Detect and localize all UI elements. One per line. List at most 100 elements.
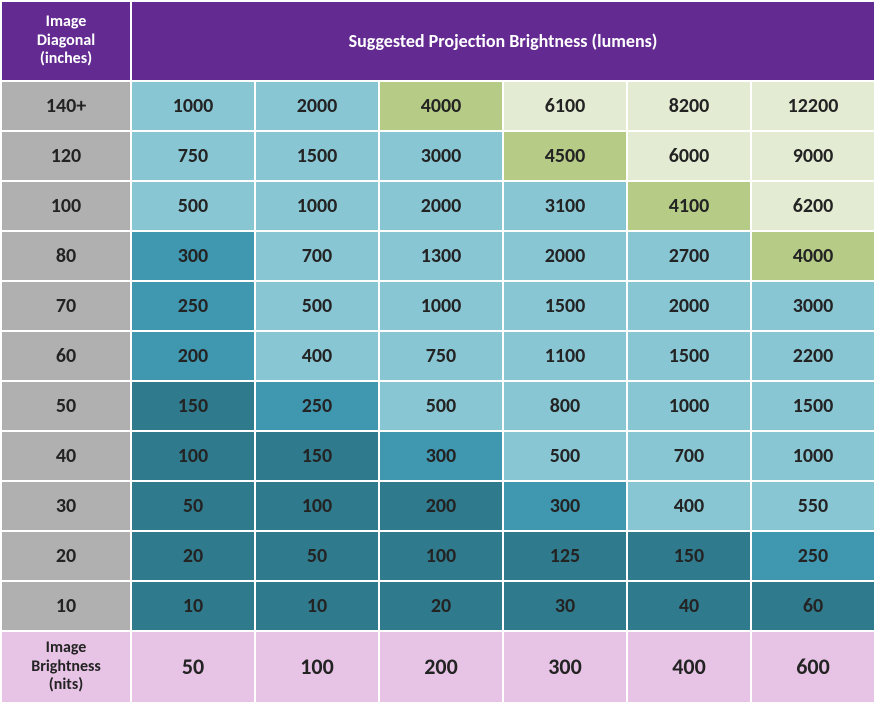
footer-value: 50 bbox=[132, 632, 254, 702]
row-label: 120 bbox=[2, 132, 130, 180]
table-row: 702505001000150020003000 bbox=[2, 282, 874, 330]
data-cell: 12200 bbox=[752, 82, 874, 130]
data-cell: 20 bbox=[380, 582, 502, 630]
data-cell: 250 bbox=[132, 282, 254, 330]
table-row: 12075015003000450060009000 bbox=[2, 132, 874, 180]
data-cell: 60 bbox=[752, 582, 874, 630]
data-cell: 250 bbox=[256, 382, 378, 430]
data-cell: 150 bbox=[628, 532, 750, 580]
data-cell: 1000 bbox=[132, 82, 254, 130]
data-cell: 6100 bbox=[504, 82, 626, 130]
table-row: 140+1000200040006100820012200 bbox=[2, 82, 874, 130]
data-cell: 750 bbox=[132, 132, 254, 180]
data-cell: 500 bbox=[256, 282, 378, 330]
header-main: Suggested Projection Brightness (lumens) bbox=[132, 2, 874, 80]
row-label: 30 bbox=[2, 482, 130, 530]
data-cell: 4100 bbox=[628, 182, 750, 230]
table-row: 5015025050080010001500 bbox=[2, 382, 874, 430]
footer-value: 600 bbox=[752, 632, 874, 702]
data-cell: 10 bbox=[256, 582, 378, 630]
data-cell: 1500 bbox=[256, 132, 378, 180]
data-cell: 300 bbox=[132, 232, 254, 280]
footer-value: 300 bbox=[504, 632, 626, 702]
table-row: 202050100125150250 bbox=[2, 532, 874, 580]
data-cell: 200 bbox=[132, 332, 254, 380]
table-row: 803007001300200027004000 bbox=[2, 232, 874, 280]
data-cell: 100 bbox=[132, 432, 254, 480]
data-cell: 8200 bbox=[628, 82, 750, 130]
data-cell: 9000 bbox=[752, 132, 874, 180]
table-row: 10050010002000310041006200 bbox=[2, 182, 874, 230]
data-cell: 500 bbox=[380, 382, 502, 430]
data-cell: 150 bbox=[132, 382, 254, 430]
data-cell: 1100 bbox=[504, 332, 626, 380]
data-cell: 1500 bbox=[628, 332, 750, 380]
brightness-table-wrap: ImageDiagonal(inches) Suggested Projecti… bbox=[0, 0, 876, 671]
data-cell: 125 bbox=[504, 532, 626, 580]
data-cell: 700 bbox=[628, 432, 750, 480]
data-cell: 4000 bbox=[380, 82, 502, 130]
data-cell: 100 bbox=[380, 532, 502, 580]
data-cell: 1500 bbox=[504, 282, 626, 330]
data-cell: 700 bbox=[256, 232, 378, 280]
footer-label: ImageBrightness(nits) bbox=[2, 632, 130, 702]
data-cell: 2200 bbox=[752, 332, 874, 380]
data-cell: 3000 bbox=[752, 282, 874, 330]
table-row: 3050100200300400550 bbox=[2, 482, 874, 530]
data-cell: 1000 bbox=[256, 182, 378, 230]
data-cell: 2000 bbox=[256, 82, 378, 130]
data-cell: 20 bbox=[132, 532, 254, 580]
data-cell: 1500 bbox=[752, 382, 874, 430]
data-cell: 2000 bbox=[628, 282, 750, 330]
data-cell: 3100 bbox=[504, 182, 626, 230]
data-cell: 40 bbox=[628, 582, 750, 630]
data-cell: 1000 bbox=[380, 282, 502, 330]
data-cell: 400 bbox=[256, 332, 378, 380]
data-cell: 500 bbox=[504, 432, 626, 480]
data-cell: 800 bbox=[504, 382, 626, 430]
data-cell: 400 bbox=[628, 482, 750, 530]
data-cell: 2700 bbox=[628, 232, 750, 280]
data-cell: 50 bbox=[256, 532, 378, 580]
row-label: 80 bbox=[2, 232, 130, 280]
row-label: 50 bbox=[2, 382, 130, 430]
data-cell: 300 bbox=[380, 432, 502, 480]
data-cell: 6000 bbox=[628, 132, 750, 180]
data-cell: 50 bbox=[132, 482, 254, 530]
data-cell: 100 bbox=[256, 482, 378, 530]
data-cell: 4500 bbox=[504, 132, 626, 180]
data-cell: 750 bbox=[380, 332, 502, 380]
data-cell: 200 bbox=[380, 482, 502, 530]
data-cell: 1000 bbox=[752, 432, 874, 480]
data-cell: 2000 bbox=[380, 182, 502, 230]
table-row: 10101020304060 bbox=[2, 582, 874, 630]
data-cell: 1300 bbox=[380, 232, 502, 280]
footer-value: 100 bbox=[256, 632, 378, 702]
header-row: ImageDiagonal(inches) Suggested Projecti… bbox=[2, 2, 874, 80]
table-row: 60200400750110015002200 bbox=[2, 332, 874, 380]
table-body: 140+100020004000610082001220012075015003… bbox=[2, 82, 874, 630]
data-cell: 10 bbox=[132, 582, 254, 630]
data-cell: 30 bbox=[504, 582, 626, 630]
data-cell: 1000 bbox=[628, 382, 750, 430]
row-label: 70 bbox=[2, 282, 130, 330]
row-label: 40 bbox=[2, 432, 130, 480]
brightness-table: ImageDiagonal(inches) Suggested Projecti… bbox=[0, 0, 876, 704]
row-label: 10 bbox=[2, 582, 130, 630]
row-label: 60 bbox=[2, 332, 130, 380]
data-cell: 150 bbox=[256, 432, 378, 480]
footer-value: 200 bbox=[380, 632, 502, 702]
data-cell: 2000 bbox=[504, 232, 626, 280]
data-cell: 550 bbox=[752, 482, 874, 530]
data-cell: 300 bbox=[504, 482, 626, 530]
table-row: 401001503005007001000 bbox=[2, 432, 874, 480]
data-cell: 3000 bbox=[380, 132, 502, 180]
row-label: 20 bbox=[2, 532, 130, 580]
footer-row: ImageBrightness(nits) 50 100 200 300 400… bbox=[2, 632, 874, 702]
data-cell: 500 bbox=[132, 182, 254, 230]
row-label: 100 bbox=[2, 182, 130, 230]
header-left: ImageDiagonal(inches) bbox=[2, 2, 130, 80]
footer-value: 400 bbox=[628, 632, 750, 702]
data-cell: 4000 bbox=[752, 232, 874, 280]
data-cell: 250 bbox=[752, 532, 874, 580]
